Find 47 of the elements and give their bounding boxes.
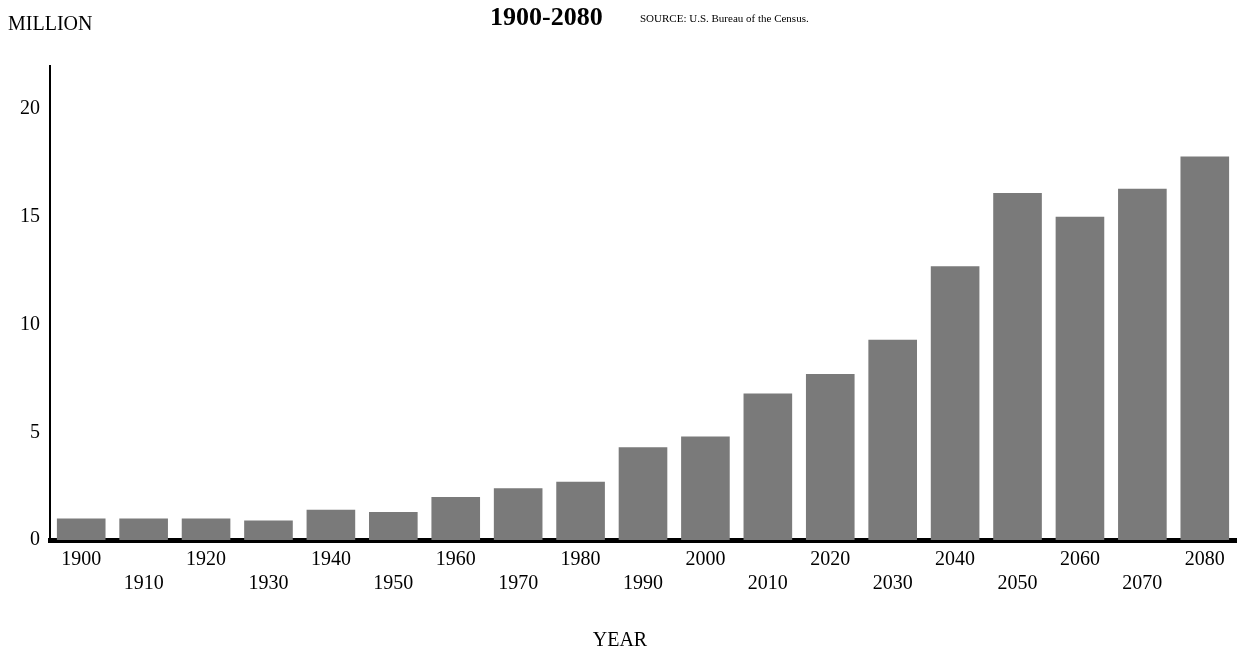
bar xyxy=(493,488,543,540)
x-tick-label: 1910 xyxy=(123,571,164,594)
bar xyxy=(431,496,481,540)
y-tick-label: 0 xyxy=(30,527,40,550)
bar xyxy=(993,193,1042,540)
x-tick-label: 2030 xyxy=(872,571,913,594)
y-tick-label: 20 xyxy=(20,96,40,119)
x-tick-label: 1930 xyxy=(248,571,289,594)
bar xyxy=(56,518,106,540)
y-tick-label: 15 xyxy=(20,204,40,227)
bar xyxy=(930,266,980,540)
x-tick-label: 1990 xyxy=(623,571,663,594)
x-tick-label: 2050 xyxy=(997,571,1038,594)
x-tick-label: 1970 xyxy=(498,571,539,594)
x-tick-label: 2010 xyxy=(747,571,788,594)
bar xyxy=(743,393,793,540)
bar xyxy=(1055,216,1105,540)
chart-title: 1900-2080 xyxy=(490,2,603,32)
x-tick-label: 1940 xyxy=(310,547,351,570)
x-tick-label: 2000 xyxy=(685,547,726,570)
x-axis-title: YEAR xyxy=(591,628,649,651)
bar xyxy=(369,511,418,540)
bar xyxy=(868,339,917,540)
y-tick-label: 10 xyxy=(20,311,40,334)
y-axis-title: MILLION xyxy=(8,12,93,35)
x-tick-label: 2040 xyxy=(935,547,976,570)
bar xyxy=(119,518,168,540)
x-tick-label: 1900 xyxy=(61,547,102,570)
x-tick-label: 2080 xyxy=(1184,547,1225,570)
source-note: SOURCE: U.S. Bureau of the Census. xyxy=(640,12,809,24)
bar xyxy=(181,518,231,540)
x-tick-label: 2020 xyxy=(810,547,851,570)
x-tick-label: 1960 xyxy=(435,547,476,570)
bar xyxy=(244,520,293,540)
x-tick-label: 1980 xyxy=(560,547,601,570)
x-tick-label: 1950 xyxy=(373,571,414,594)
x-tick-label: 2070 xyxy=(1122,571,1163,594)
bar xyxy=(1180,156,1230,540)
y-tick-label: 5 xyxy=(30,419,40,442)
bar xyxy=(681,436,730,540)
bar xyxy=(1118,188,1167,540)
bar xyxy=(306,509,356,540)
bar xyxy=(618,447,668,540)
bar xyxy=(556,481,605,540)
x-tick-label: 2060 xyxy=(1059,547,1100,570)
x-tick-label: 1920 xyxy=(186,547,227,570)
bar xyxy=(805,374,855,540)
